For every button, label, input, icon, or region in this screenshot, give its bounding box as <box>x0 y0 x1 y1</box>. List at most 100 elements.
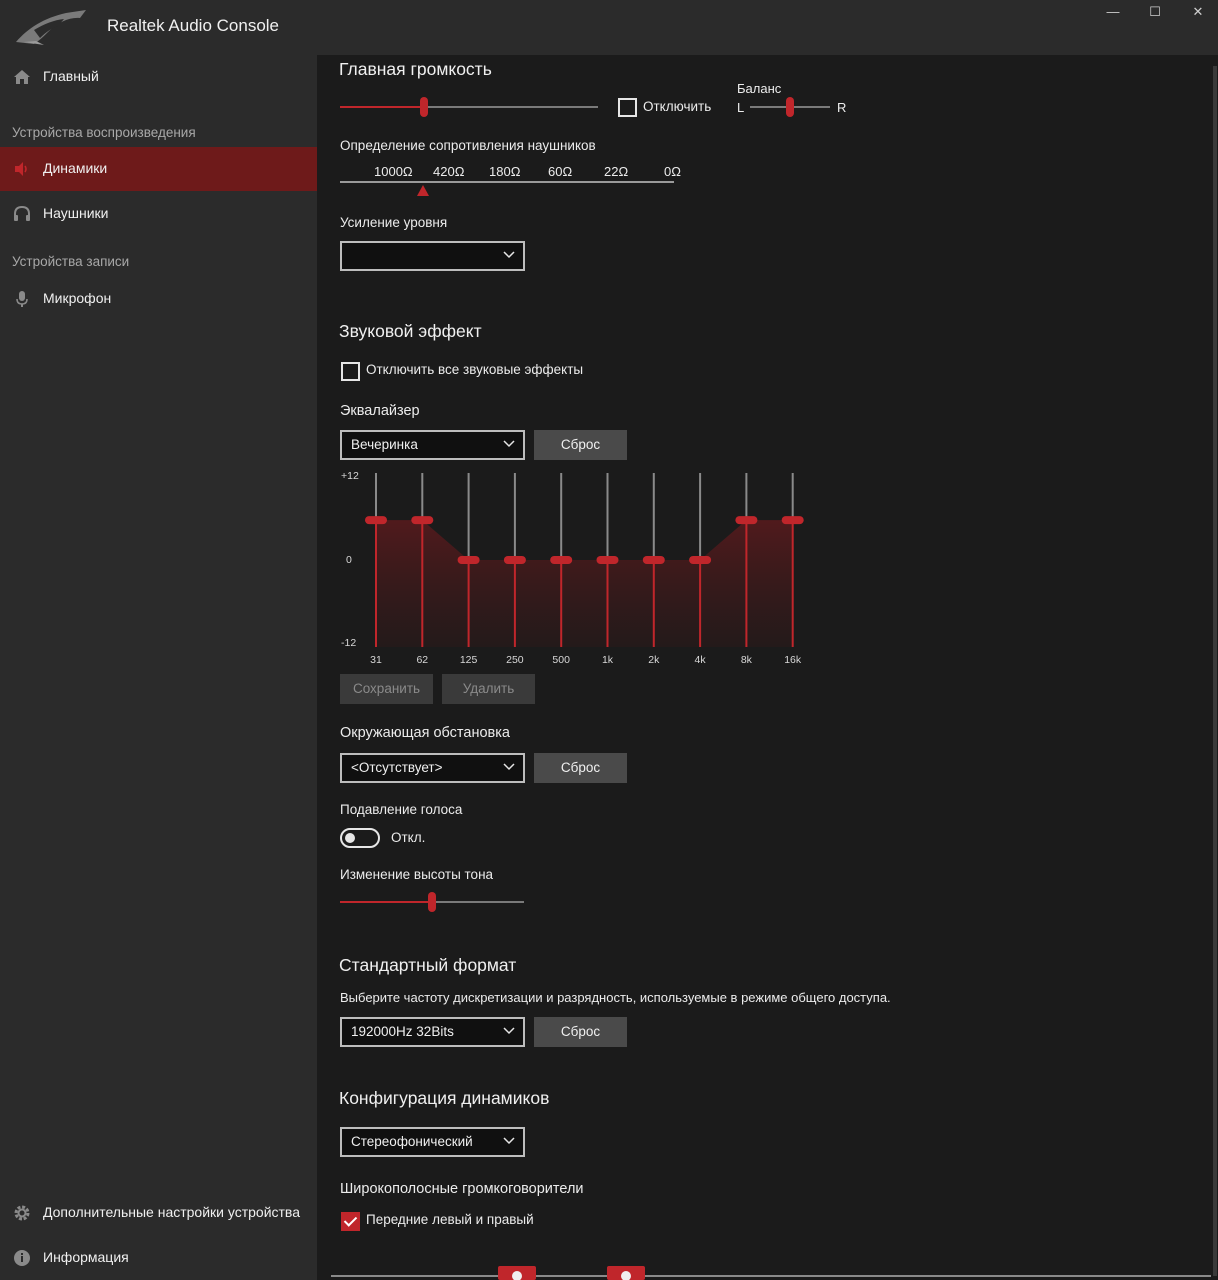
equalizer-preset-value: Вечеринка <box>351 437 418 452</box>
pitch-fill <box>340 901 432 903</box>
main-volume-title: Главная громкость <box>339 59 492 79</box>
playback-devices-header: Устройства воспроизведения <box>12 125 196 140</box>
eq-band-handle-2k[interactable] <box>642 556 665 564</box>
disable-all-effects-label: Отключить все звуковые эффекты <box>366 362 584 377</box>
balance-thumb[interactable] <box>786 97 794 117</box>
scrollbar[interactable] <box>1213 66 1217 1276</box>
voice-cancellation-state: Откл. <box>391 830 426 845</box>
equalizer-delete-button[interactable]: Удалить <box>442 674 535 704</box>
main-volume-fill <box>340 106 424 108</box>
speaker-icon <box>15 162 27 176</box>
sidebar-item-label: Динамики <box>43 160 108 176</box>
chevron-down-icon <box>503 1137 515 1145</box>
impedance-track <box>340 181 674 183</box>
impedance-option[interactable]: 1000Ω <box>374 164 413 179</box>
maximize-button[interactable]: ☐ <box>1149 4 1161 19</box>
speaker-config-value: Стереофонический <box>351 1134 473 1149</box>
speaker-config-title: Конфигурация динамиков <box>339 1088 550 1108</box>
default-format-value: 192000Hz 32Bits <box>351 1024 454 1039</box>
left-speaker-icon[interactable] <box>498 1264 536 1280</box>
main-volume-track[interactable] <box>340 106 598 108</box>
pitch-thumb[interactable] <box>428 892 436 912</box>
sidebar-item-info[interactable]: Информация <box>0 1236 317 1280</box>
impedance-option[interactable]: 420Ω <box>433 164 465 179</box>
home-icon <box>14 70 30 84</box>
eq-frequency-label: 4k <box>694 654 706 666</box>
eq-frequency-label: 62 <box>416 654 429 666</box>
impedance-option[interactable]: 60Ω <box>548 164 573 179</box>
disable-all-effects-checkbox[interactable] <box>341 362 360 381</box>
eq-frequency-label: 1k <box>601 654 614 666</box>
impedance-marker-icon <box>417 185 429 196</box>
sidebar-item-speakers[interactable]: Динамики <box>0 147 317 191</box>
sidebar-item-microphone[interactable]: Микрофон <box>0 277 317 321</box>
pitch-label: Изменение высоты тона <box>340 867 494 882</box>
close-button[interactable]: ✕ <box>1192 4 1204 19</box>
eq-frequency-label: 31 <box>370 654 382 666</box>
equalizer-save-button[interactable]: Сохранить <box>340 674 433 704</box>
environment-dropdown[interactable]: <Отсутствует> <box>340 753 525 783</box>
impedance-option[interactable]: 22Ω <box>604 164 629 179</box>
equalizer-preset-dropdown[interactable]: Вечеринка <box>340 430 525 460</box>
chevron-down-icon <box>503 251 515 259</box>
gear-icon <box>14 1205 30 1221</box>
sidebar-item-label: Микрофон <box>43 290 112 306</box>
eq-band-handle-250[interactable] <box>503 556 526 564</box>
minimize-button[interactable]: — <box>1106 4 1120 19</box>
eq-frequency-label: 250 <box>506 654 524 666</box>
sidebar: Главный Устройства воспроизведения Динам… <box>0 55 317 1280</box>
impedance-option[interactable]: 180Ω <box>489 164 521 179</box>
equalizer-graph <box>365 473 804 647</box>
equalizer-reset-button[interactable]: Сброс <box>534 430 627 460</box>
eq-band-handle-62[interactable] <box>411 516 434 525</box>
eq-frequency-label: 2k <box>648 654 660 666</box>
front-lr-label: Передние левый и правый <box>366 1212 534 1227</box>
right-speaker-icon[interactable] <box>607 1264 645 1280</box>
speaker-config-dropdown[interactable]: Стереофонический <box>340 1127 525 1157</box>
default-format-dropdown[interactable]: 192000Hz 32Bits <box>340 1017 525 1047</box>
balance-left-label: L <box>737 100 745 115</box>
sidebar-item-headphones[interactable]: Наушники <box>0 192 317 236</box>
fullrange-speakers-label: Широкополосные громкоговорители <box>340 1181 584 1197</box>
voice-cancellation-toggle[interactable] <box>340 828 380 848</box>
gain-dropdown[interactable] <box>340 241 525 271</box>
eq-band-handle-125[interactable] <box>457 556 480 564</box>
sidebar-item-label: Информация <box>43 1249 129 1265</box>
sidebar-item-label: Дополнительные настройки устройства <box>43 1204 300 1220</box>
app-title: Realtek Audio Console <box>107 16 280 35</box>
default-format-reset-button[interactable]: Сброс <box>534 1017 627 1047</box>
sidebar-item-advanced-settings[interactable]: Дополнительные настройки устройства <box>0 1191 317 1235</box>
rog-logo-icon <box>16 10 86 45</box>
chevron-down-icon <box>503 440 515 448</box>
chevron-down-icon <box>503 763 515 771</box>
mute-label: Отключить <box>643 99 712 114</box>
eq-band-handle-8k[interactable] <box>735 516 758 525</box>
eq-frequency-label: 16k <box>784 654 802 666</box>
eq-band-handle-4k[interactable] <box>689 556 712 564</box>
equalizer-label: Эквалайзер <box>340 403 420 419</box>
front-lr-checkbox[interactable] <box>341 1212 360 1231</box>
voice-cancellation-label: Подавление голоса <box>340 802 463 817</box>
impedance-option[interactable]: 0Ω <box>664 164 681 179</box>
sidebar-item-label: Главный <box>43 68 99 84</box>
eq-band-handle-1k[interactable] <box>596 556 619 564</box>
main-volume-thumb[interactable] <box>420 97 428 117</box>
eq-band-handle-500[interactable] <box>550 556 573 564</box>
environment-label: Окружающая обстановка <box>340 725 510 741</box>
eq-frequency-label: 8k <box>740 654 752 666</box>
equalizer-curve-area <box>376 520 793 647</box>
eq-y-min-label: -12 <box>341 637 357 649</box>
mute-checkbox[interactable] <box>618 98 637 117</box>
environment-reset-button[interactable]: Сброс <box>534 753 627 783</box>
eq-band-handle-31[interactable] <box>365 516 387 525</box>
eq-band-handle-16k[interactable] <box>781 516 804 525</box>
impedance-label: Определение сопротивления наушников <box>340 138 596 153</box>
eq-y-zero-label: 0 <box>346 554 352 566</box>
balance-right-label: R <box>837 100 847 115</box>
toggle-knob <box>345 833 355 843</box>
sound-effect-title: Звуковой эффект <box>339 321 482 341</box>
sidebar-item-home[interactable]: Главный <box>0 55 317 99</box>
eq-frequency-label: 125 <box>459 654 478 666</box>
eq-y-max-label: +12 <box>341 470 359 482</box>
chevron-down-icon <box>503 1027 515 1035</box>
